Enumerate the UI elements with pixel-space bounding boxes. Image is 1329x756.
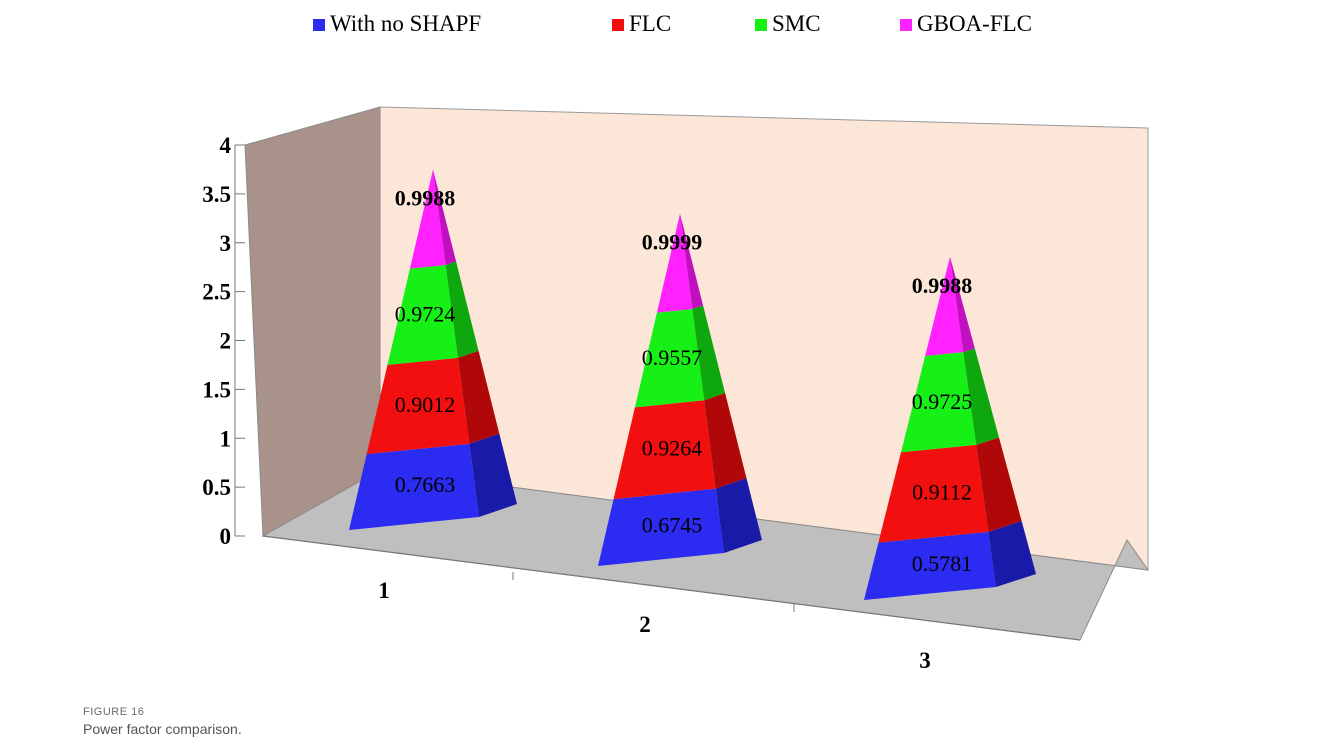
- legend-swatch: [612, 19, 624, 31]
- y-tick-label: 1: [220, 426, 232, 451]
- legend-label: FLC: [629, 11, 671, 36]
- bar-segment-side: [433, 169, 457, 265]
- figure-label: FIGURE 16: [83, 706, 145, 718]
- bar-segment-side: [988, 521, 1036, 587]
- legend-label: SMC: [772, 11, 821, 36]
- bar-segment-side: [680, 213, 704, 309]
- chart-axes: 0 0.5 1 1.5 2 2.5 3 3.5 4 1 2 3: [202, 133, 1081, 673]
- bar-segment-front: [387, 264, 458, 365]
- bar-segment-front: [613, 400, 716, 500]
- legend-swatch: [313, 19, 325, 31]
- y-tick-label: 3.5: [202, 182, 231, 207]
- bar-data-label: 0.9557: [642, 345, 703, 370]
- bar-segment-front: [878, 444, 989, 543]
- bar-segment-front: [864, 531, 996, 600]
- bar-segment-side: [950, 256, 975, 353]
- side-wall: [244, 106, 381, 537]
- bar-segment-side: [445, 261, 479, 358]
- bar-segment-front: [366, 357, 470, 455]
- y-tick-label: 1.5: [202, 377, 231, 402]
- bar-data-label: 0.9999: [642, 230, 703, 255]
- bar-segment-front: [634, 308, 705, 408]
- bar-segment-side: [976, 437, 1022, 532]
- bar-data-label: 0.9988: [395, 186, 456, 211]
- bar-data-label: 0.9725: [912, 389, 973, 414]
- bar-segment-side: [704, 393, 747, 489]
- bar-segment-front: [598, 488, 724, 566]
- bar-data-label: 0.9988: [912, 273, 973, 298]
- y-tick-label: 3: [220, 231, 232, 256]
- bar-segment-side: [457, 350, 500, 444]
- x-tick-label: 2: [639, 612, 651, 637]
- legend-swatch: [900, 19, 912, 31]
- bar-segment-side: [692, 305, 726, 401]
- bar-segment-front: [901, 352, 977, 453]
- x-axis-line: [262, 535, 1081, 641]
- legend-swatch: [755, 19, 767, 31]
- y-tick-label: 0.5: [202, 475, 231, 500]
- bar-segment-front: [925, 256, 964, 356]
- x-tick-label: 3: [919, 648, 931, 673]
- legend-label: GBOA-FLC: [917, 11, 1032, 36]
- bar-data-label: 0.6745: [642, 513, 703, 538]
- legend-label: With no SHAPF: [330, 11, 481, 36]
- bar-segment-side: [963, 348, 999, 445]
- bar-data-label: 0.9112: [912, 479, 972, 504]
- bar-segment-front: [656, 213, 693, 313]
- y-tick-label: 2: [220, 329, 232, 354]
- x-tick-label: 1: [378, 578, 390, 603]
- y-tick-label: 2.5: [202, 280, 231, 305]
- chart-legend: With no SHAPF FLC SMC GBOA-FLC: [313, 11, 1032, 36]
- bar-data-label: 0.9012: [395, 392, 456, 417]
- figure-caption: Power factor comparison.: [83, 721, 242, 737]
- bar-data-label: 0.9724: [395, 302, 456, 327]
- y-tick-label: 4: [220, 133, 232, 158]
- y-tick-label: 0: [220, 524, 232, 549]
- bar-data-label: 0.9264: [642, 435, 703, 460]
- bar-segment-side: [469, 433, 517, 517]
- bar-segment-side: [715, 478, 762, 553]
- bar-data-label: 0.7663: [395, 472, 456, 497]
- chart-bars: 0.7663 0.9012 0.9724 0.9988 0.6745 0.9264 0.95…: [349, 169, 1036, 600]
- bar-segment-front: [349, 443, 479, 530]
- bar-data-label: 0.5781: [912, 551, 973, 576]
- bar-segment-front: [409, 169, 446, 269]
